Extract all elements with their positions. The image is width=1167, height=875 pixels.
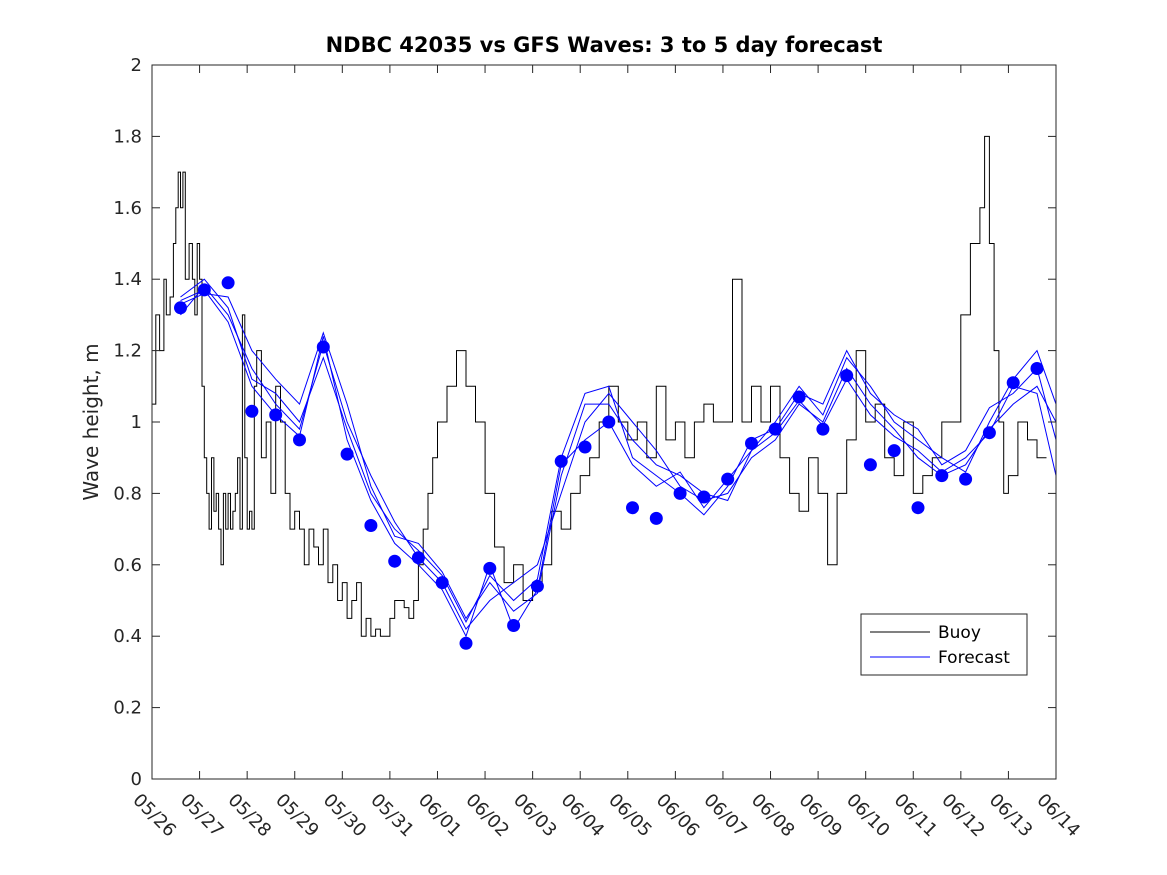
forecast-points	[174, 276, 1044, 650]
forecast-point	[293, 433, 306, 447]
forecast-point	[411, 551, 425, 565]
forecast-series	[180, 278, 1057, 638]
y-tick-label: 0.4	[113, 626, 142, 647]
legend: Buoy Forecast	[860, 613, 1028, 676]
forecast-point	[578, 440, 592, 454]
forecast-point	[340, 447, 354, 461]
forecast-point	[1006, 376, 1020, 390]
chart-title: NDBC 42035 vs GFS Waves: 3 to 5 day fore…	[326, 33, 883, 57]
forecast-line	[180, 289, 1057, 638]
forecast-point	[316, 340, 330, 354]
forecast-point	[935, 469, 949, 483]
y-tick-label: 0.8	[113, 483, 142, 504]
forecast-point	[840, 369, 854, 383]
forecast-point	[269, 408, 283, 422]
forecast-point	[1030, 362, 1044, 375]
y-tick-label: 0.2	[113, 698, 142, 719]
legend-box	[860, 613, 1028, 676]
forecast-point	[816, 422, 830, 436]
y-tick-label: 1.2	[113, 341, 142, 362]
buoy-line	[152, 135, 1047, 637]
y-axis-label: Wave height, m	[79, 343, 103, 500]
y-tick-label: 1	[131, 412, 142, 433]
forecast-point	[483, 561, 497, 575]
forecast-point	[602, 415, 616, 429]
forecast-point	[745, 436, 758, 450]
y-tick-label: 1.6	[113, 198, 142, 219]
forecast-point	[982, 426, 996, 440]
y-tick-label: 2	[131, 55, 142, 76]
forecast-point	[863, 458, 877, 472]
y-tick-label: 0	[131, 769, 142, 790]
forecast-point	[435, 576, 449, 590]
forecast-point	[221, 276, 235, 290]
forecast-point	[673, 486, 687, 500]
forecast-point	[649, 511, 663, 525]
forecast-point	[245, 404, 259, 418]
legend-buoy-label: Buoy	[938, 623, 981, 643]
forecast-point	[554, 454, 568, 468]
y-tick-label: 1.4	[113, 269, 142, 290]
forecast-point	[626, 501, 639, 515]
forecast-point	[721, 472, 735, 486]
forecast-point	[887, 444, 901, 458]
y-axis: 0 0.2 0.4 0.6 0.8 1 1.2 1.4 1.6 1.8 2	[113, 55, 1056, 790]
y-tick-label: 0.6	[113, 555, 142, 576]
y-tick-label: 1.8	[113, 126, 142, 147]
forecast-line	[180, 278, 1057, 623]
forecast-point	[697, 490, 711, 504]
forecast-point	[792, 390, 806, 404]
forecast-point	[459, 636, 473, 650]
forecast-point	[507, 619, 521, 632]
forecast-point	[174, 301, 187, 315]
legend-forecast-label: Forecast	[938, 648, 1010, 668]
forecast-point	[911, 501, 925, 515]
forecast-point	[197, 283, 211, 297]
forecast-point	[768, 422, 782, 436]
forecast-point	[959, 472, 973, 486]
forecast-point	[364, 519, 378, 532]
forecast-point	[530, 579, 544, 593]
forecast-line	[180, 285, 1057, 631]
buoy-series	[152, 135, 1047, 637]
forecast-point	[388, 554, 402, 568]
